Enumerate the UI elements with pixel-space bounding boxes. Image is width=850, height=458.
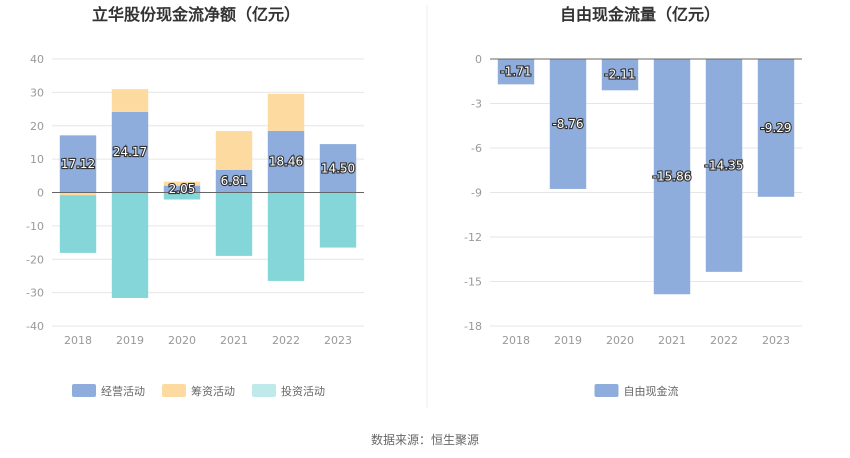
x-tick-label: 2022 bbox=[710, 334, 738, 347]
legend-swatch bbox=[252, 384, 276, 397]
x-tick-label: 2022 bbox=[272, 334, 300, 347]
y-tick-label: -10 bbox=[26, 220, 44, 233]
bar bbox=[163, 192, 201, 200]
data-label: -14.35 bbox=[705, 158, 744, 172]
legend: 自由现金流 bbox=[594, 384, 679, 398]
y-tick-label: -18 bbox=[464, 320, 482, 333]
data-label: -8.76 bbox=[552, 117, 583, 131]
x-tick-label: 2019 bbox=[554, 334, 582, 347]
data-label: 17.12 bbox=[61, 157, 95, 171]
x-tick-label: 2021 bbox=[658, 334, 686, 347]
data-label: 6.81 bbox=[221, 174, 248, 188]
x-tick-label: 2023 bbox=[762, 334, 790, 347]
data-label: -2.11 bbox=[604, 68, 635, 82]
bar bbox=[111, 192, 149, 298]
y-tick-label: 0 bbox=[37, 187, 44, 200]
y-tick-label: 0 bbox=[475, 53, 482, 66]
data-label: 18.46 bbox=[269, 155, 303, 169]
data-label: 24.17 bbox=[113, 145, 147, 159]
bar bbox=[319, 144, 357, 193]
y-tick-label: 30 bbox=[30, 86, 44, 99]
bar bbox=[497, 59, 535, 85]
x-tick-label: 2023 bbox=[324, 334, 352, 347]
y-tick-label: 40 bbox=[30, 53, 44, 66]
bar bbox=[111, 111, 149, 193]
y-tick-label: -6 bbox=[471, 142, 482, 155]
bar bbox=[549, 59, 587, 189]
bar bbox=[267, 192, 305, 281]
y-tick-label: -15 bbox=[464, 276, 482, 289]
bar bbox=[59, 195, 97, 253]
bar bbox=[267, 130, 305, 193]
legend-swatch bbox=[72, 384, 96, 397]
bar bbox=[59, 135, 97, 193]
legend: 经营活动 筹资活动 投资活动 bbox=[72, 384, 325, 398]
legend-item: 投资活动 bbox=[281, 384, 325, 398]
legend-swatch bbox=[594, 384, 619, 397]
x-tick-label: 2018 bbox=[64, 334, 92, 347]
bar bbox=[705, 59, 743, 272]
legend-item: 自由现金流 bbox=[624, 384, 679, 398]
y-tick-label: -9 bbox=[471, 187, 482, 200]
data-label: -9.29 bbox=[760, 121, 791, 135]
y-tick-label: -40 bbox=[26, 320, 44, 333]
y-tick-label: 10 bbox=[30, 153, 44, 166]
bar bbox=[319, 192, 357, 248]
chart-title: 自由现金流量（亿元） bbox=[560, 5, 720, 24]
y-tick-label: -3 bbox=[471, 98, 482, 111]
bar bbox=[757, 59, 795, 197]
data-label: -15.86 bbox=[653, 170, 692, 184]
x-tick-label: 2019 bbox=[116, 334, 144, 347]
chart-title: 立华股份现金流净额（亿元） bbox=[92, 5, 300, 24]
free-cash-flow-chart: 自由现金流量（亿元） 0 -3 -6 -9 -12 -15 -18 2018 2019 2020 2… bbox=[464, 5, 802, 398]
bar bbox=[215, 131, 253, 170]
data-label: -1.71 bbox=[500, 65, 531, 79]
data-label: 14.50 bbox=[321, 161, 355, 175]
source-note: 数据来源：恒生聚源 bbox=[371, 432, 479, 447]
bar bbox=[59, 192, 97, 196]
bar bbox=[163, 181, 201, 186]
bar bbox=[653, 59, 691, 295]
bar bbox=[163, 185, 201, 193]
bar bbox=[601, 59, 639, 91]
x-tick-label: 2018 bbox=[502, 334, 530, 347]
data-label: 2.05 bbox=[169, 182, 196, 196]
y-tick-label: -20 bbox=[26, 253, 44, 266]
x-tick-label: 2020 bbox=[168, 334, 196, 347]
bar bbox=[215, 192, 253, 256]
cash-flow-chart: 立华股份现金流净额（亿元） 40 30 20 10 0 -10 -20 -30 -40 2018 2… bbox=[26, 5, 364, 398]
bar bbox=[267, 93, 305, 131]
legend-item: 经营活动 bbox=[101, 384, 145, 398]
x-tick-label: 2021 bbox=[220, 334, 248, 347]
y-tick-label: 20 bbox=[30, 120, 44, 133]
y-tick-label: -30 bbox=[26, 287, 44, 300]
bar bbox=[111, 89, 149, 112]
bar bbox=[215, 169, 253, 193]
x-tick-label: 2020 bbox=[606, 334, 634, 347]
y-tick-label: -12 bbox=[464, 231, 482, 244]
legend-item: 筹资活动 bbox=[191, 384, 235, 398]
legend-swatch bbox=[162, 384, 186, 397]
